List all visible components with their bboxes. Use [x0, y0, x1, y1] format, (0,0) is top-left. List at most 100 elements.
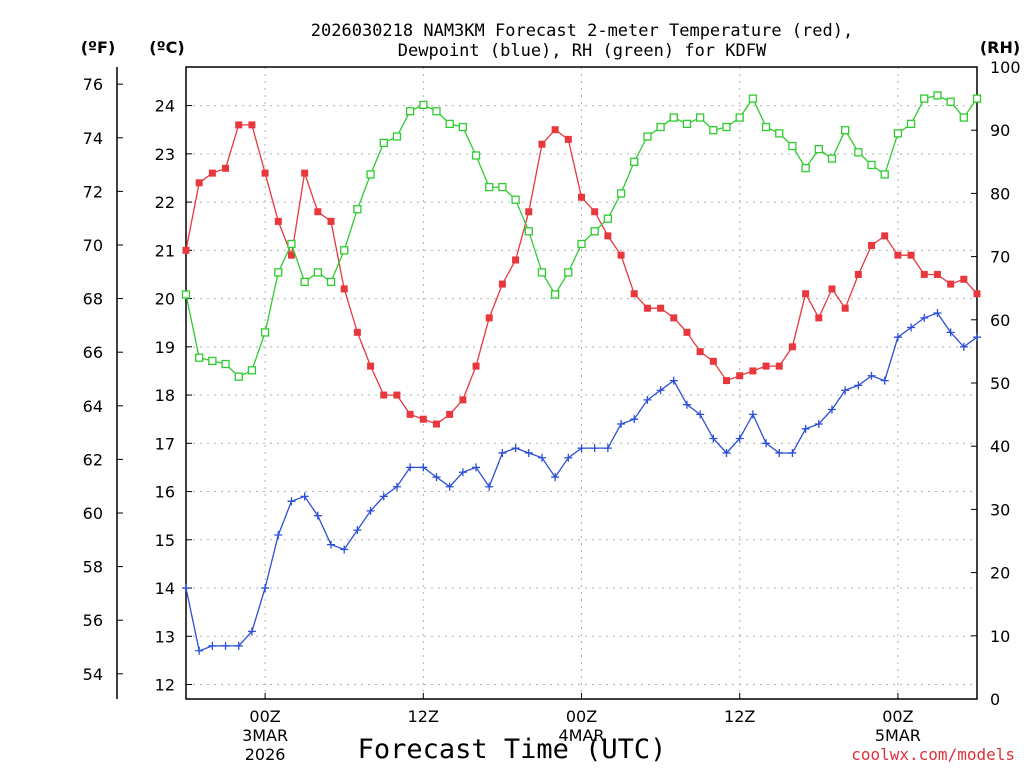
- temperature-point: [868, 242, 876, 250]
- dewpoint-point: [603, 444, 612, 453]
- temperature-point: [419, 415, 427, 423]
- dewpoint-point: [379, 492, 388, 501]
- rh-point: [181, 290, 191, 299]
- rh-point: [260, 328, 270, 337]
- temperature-point: [841, 304, 849, 312]
- time-tick-hour: 12Z: [724, 707, 755, 726]
- dewpoint-point: [682, 400, 691, 409]
- temperature-point: [762, 362, 770, 370]
- rh-point: [696, 113, 705, 122]
- dewpoint-point: [748, 410, 757, 419]
- celsius-tick-label: 18: [155, 386, 175, 405]
- dewpoint-point: [524, 448, 533, 457]
- dewpoint-point: [221, 641, 230, 650]
- temperature-point: [802, 290, 810, 298]
- dewpoint-point: [406, 463, 415, 472]
- fahrenheit-tick-label: 58: [83, 558, 103, 577]
- temperature-point: [630, 290, 638, 298]
- rh-point: [761, 122, 771, 132]
- rh-point: [841, 126, 850, 135]
- celsius-tick-label: 16: [155, 483, 175, 502]
- temperature-point: [367, 362, 375, 370]
- rh-point: [274, 268, 283, 277]
- temperature-point: [947, 280, 955, 288]
- celsius-tick-label: 21: [155, 241, 175, 260]
- rh-point: [893, 129, 903, 138]
- temperature-point: [960, 275, 968, 283]
- temperature-point: [195, 179, 203, 187]
- temperature-point: [472, 362, 480, 370]
- dewpoint-point: [182, 584, 190, 593]
- temperature-point: [353, 328, 361, 336]
- temperature-point: [314, 208, 322, 216]
- time-tick-hour: 00Z: [249, 707, 280, 726]
- time-tick-hour: 00Z: [566, 707, 597, 726]
- rh-tick-label: 30: [990, 500, 1010, 519]
- rh-tick-label: 60: [990, 311, 1010, 330]
- rh-point: [353, 205, 362, 214]
- time-tick-year: 2026: [245, 745, 286, 764]
- rh-point: [827, 154, 837, 163]
- temperature-point: [828, 285, 836, 293]
- celsius-tick-label: 20: [155, 290, 175, 309]
- dewpoint-point: [590, 444, 599, 453]
- temperature-point: [881, 232, 889, 240]
- rh-tick-label: 90: [990, 121, 1010, 140]
- rh-tick-label: 80: [990, 184, 1010, 203]
- temperature-point: [683, 328, 691, 336]
- dewpoint-point: [827, 405, 836, 414]
- temperature-point: [591, 208, 599, 216]
- rh-point: [234, 372, 243, 381]
- temperature-point: [446, 410, 454, 418]
- celsius-tick-label: 23: [155, 145, 175, 164]
- dewpoint-point: [867, 371, 876, 380]
- rh-point: [537, 268, 547, 277]
- rh-series: [181, 91, 982, 381]
- dewpoint-point: [234, 641, 243, 650]
- rh-tick-label: 20: [990, 564, 1010, 583]
- dewpoint-point: [735, 434, 744, 443]
- rh-point: [946, 97, 955, 106]
- rh-point: [392, 132, 402, 141]
- celsius-axis: 12 13 14 15 16 17 18 19 20 21 22 23 24: [155, 97, 192, 695]
- dewpoint-point: [511, 444, 520, 453]
- dewpoint-point: [274, 530, 283, 539]
- dewpoint-point: [577, 444, 586, 453]
- temperature-point: [538, 140, 546, 148]
- rh-point: [801, 163, 810, 173]
- fahrenheit-tick-label: 68: [83, 290, 103, 309]
- dewpoint-point: [551, 473, 560, 482]
- celsius-tick-label: 12: [155, 676, 175, 695]
- dewpoint-point: [247, 627, 256, 636]
- rh-point: [814, 145, 823, 154]
- rh-point: [788, 141, 797, 151]
- celsius-tick-label: 15: [155, 531, 175, 550]
- rh-tick-label: 50: [990, 374, 1010, 393]
- rh-point: [748, 94, 758, 103]
- temperature-point: [525, 208, 533, 216]
- fahrenheit-tick-label: 74: [83, 129, 103, 148]
- temperature-point: [973, 290, 981, 298]
- fahrenheit-tick-label: 60: [83, 504, 103, 523]
- dewpoint-point: [762, 439, 771, 448]
- fahrenheit-tick-label: 54: [83, 665, 103, 684]
- rh-point: [590, 227, 599, 236]
- temperature-point: [578, 193, 585, 201]
- temperature-point: [393, 391, 401, 399]
- dewpoint-point: [485, 482, 494, 491]
- rh-point: [432, 107, 441, 116]
- celsius-tick-label: 22: [155, 193, 175, 212]
- rh-point: [616, 189, 626, 198]
- rh-point: [630, 157, 639, 166]
- temperature-point: [617, 251, 625, 259]
- dewpoint-point: [722, 448, 731, 457]
- rh-point: [682, 119, 692, 129]
- fahrenheit-tick-label: 64: [83, 397, 103, 416]
- temperature-point: [432, 420, 440, 428]
- rh-tick-label: 70: [990, 248, 1010, 267]
- temperature-point: [274, 217, 282, 225]
- rh-point: [458, 122, 468, 132]
- rh-point: [564, 268, 573, 277]
- rh-point: [577, 239, 586, 249]
